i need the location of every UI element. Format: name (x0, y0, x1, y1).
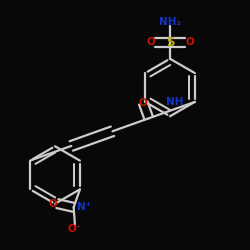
Text: S: S (166, 36, 174, 49)
Text: O⁻: O⁻ (68, 224, 82, 234)
Text: N⁺: N⁺ (77, 202, 91, 212)
Text: NH₂: NH₂ (159, 17, 181, 27)
Text: O: O (185, 38, 194, 48)
Text: O: O (146, 38, 155, 48)
Text: O: O (48, 198, 57, 208)
Text: NH: NH (166, 97, 184, 107)
Text: O: O (139, 98, 148, 108)
